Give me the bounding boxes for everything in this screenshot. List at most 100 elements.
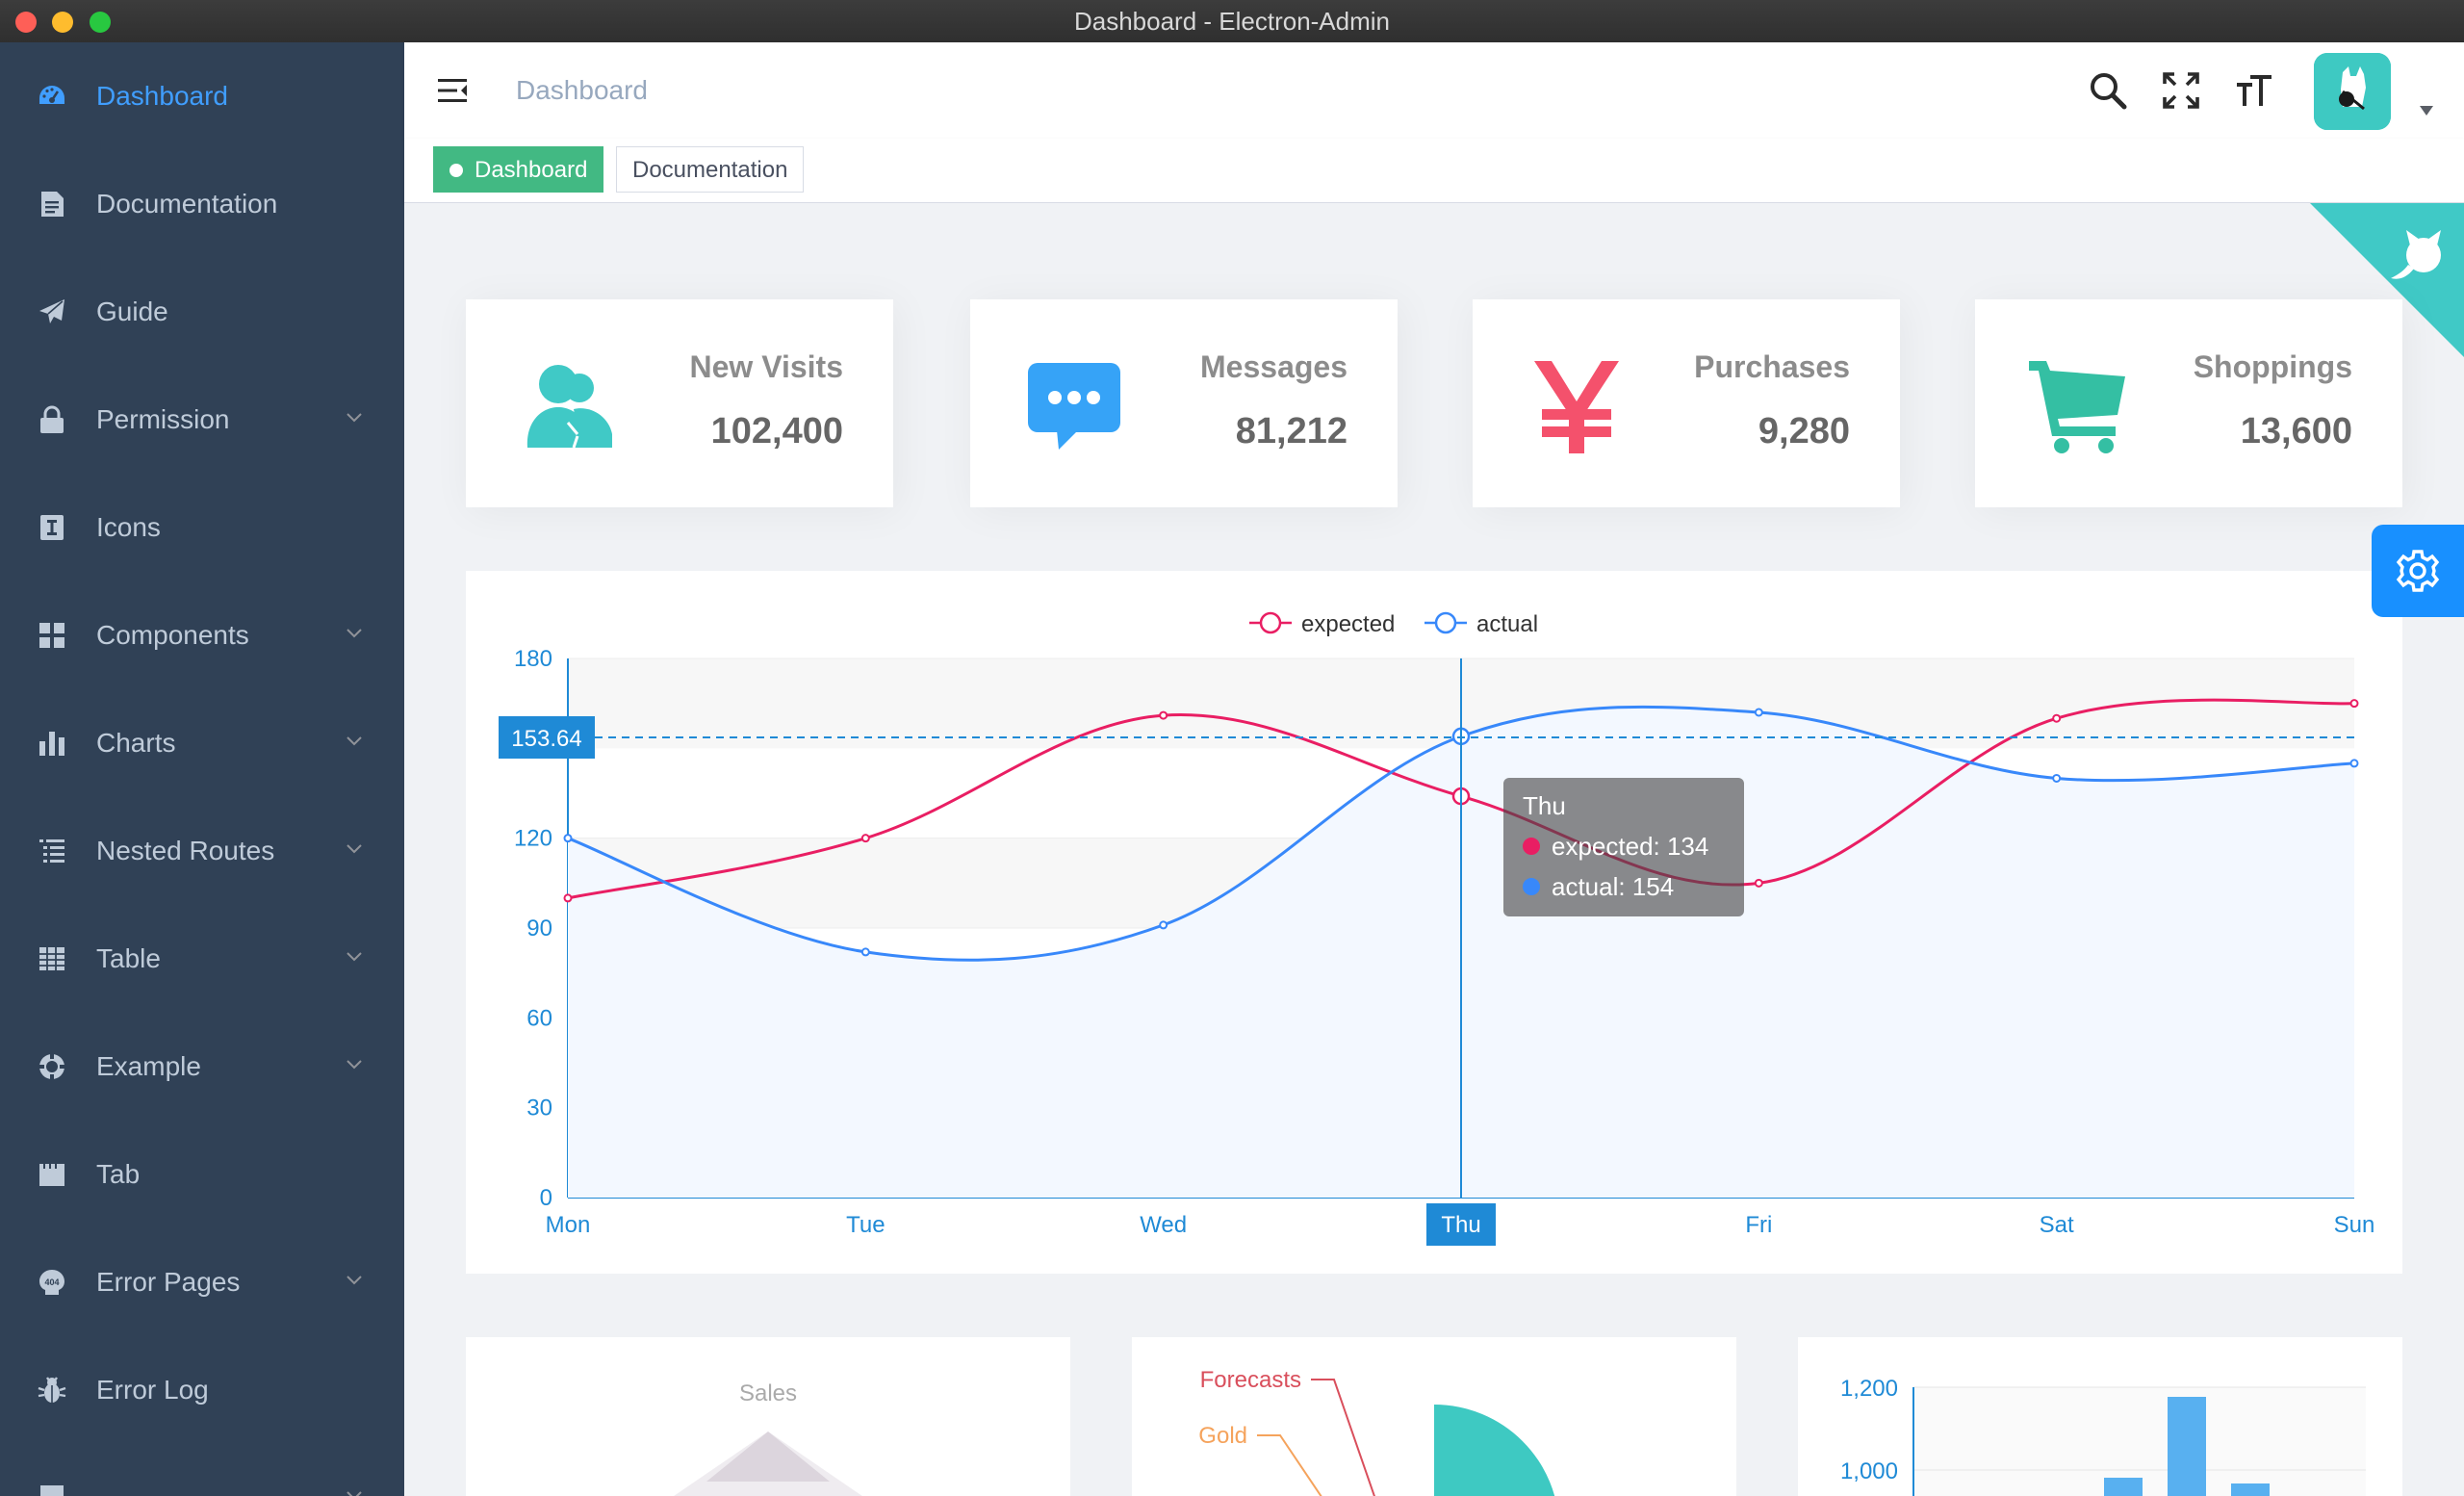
- y-tick-label: 180: [514, 646, 552, 672]
- card-value: 102,400: [710, 411, 843, 451]
- sidebar-item-components[interactable]: Components: [0, 581, 404, 689]
- window-maximize-button[interactable]: [90, 12, 111, 33]
- tooltip-title: Thu: [1523, 791, 1566, 820]
- tag-documentation[interactable]: Documentation: [616, 146, 805, 193]
- line-chart[interactable]: 0 30 60 90 120 180 Mon Tue Wed Fri Sat Sun 153.64 Thu…: [466, 571, 2402, 1274]
- sidebar: Dashboard Documentation Guide Permission…: [0, 42, 404, 1496]
- tag-dashboard[interactable]: Dashboard: [433, 146, 604, 193]
- sidebar-item-charts[interactable]: Charts: [0, 689, 404, 797]
- card-messages[interactable]: Messages 81,212: [970, 299, 1398, 507]
- sidebar-item-nested-routes[interactable]: Nested Routes: [0, 797, 404, 905]
- radar-chart-panel: Sales: [466, 1337, 1070, 1496]
- sidebar-item-label: Tab: [96, 1159, 141, 1189]
- sidebar-item-documentation[interactable]: Documentation: [0, 150, 404, 258]
- data-point-expected: [563, 893, 573, 903]
- sidebar-item-label: Error Pages: [96, 1267, 241, 1297]
- x-tick-label: Fri: [1745, 1212, 1772, 1238]
- tab-icon: [37, 1159, 67, 1190]
- data-point-expected: [860, 834, 870, 843]
- radar-title: Sales: [739, 1380, 797, 1406]
- bar-tick-label: 1,000: [1840, 1458, 1898, 1484]
- y-tick-label: 90: [526, 916, 552, 941]
- card-title: Purchases: [1694, 349, 1850, 384]
- card-title: New Visits: [689, 349, 843, 384]
- bar: [2168, 1397, 2206, 1496]
- window-minimize-button[interactable]: [52, 12, 73, 33]
- money-icon: [1527, 355, 1627, 455]
- sidebar-item-guide[interactable]: Guide: [0, 258, 404, 366]
- card-new-visits[interactable]: New Visits 102,400: [466, 299, 893, 507]
- sidebar-item-permission[interactable]: Permission: [0, 366, 404, 474]
- data-point-expected: [1159, 710, 1168, 720]
- tooltip-line: actual: 154: [1552, 872, 1674, 901]
- crosshair-x-badge: [1426, 1203, 1496, 1246]
- card-shoppings[interactable]: Shoppings 13,600: [1975, 299, 2402, 507]
- components-icon: [37, 620, 67, 651]
- guide-icon: [37, 297, 67, 327]
- sidebar-item-label: Error Log: [96, 1375, 209, 1405]
- chevron-down-icon: [346, 952, 362, 962]
- data-point-actual: [2052, 773, 2062, 783]
- shopping-icon: [2029, 355, 2129, 455]
- data-point-actual: [1754, 708, 1763, 717]
- chevron-down-icon: [346, 844, 362, 854]
- y-tick-label: 30: [526, 1096, 552, 1122]
- charts-icon: [37, 728, 67, 759]
- font-size-icon[interactable]: [2233, 69, 2275, 112]
- sidebar-item-label: Documentation: [96, 189, 278, 219]
- caret-down-icon[interactable]: [2418, 104, 2435, 117]
- sidebar-item-error-log[interactable]: Error Log: [0, 1336, 404, 1444]
- settings-button[interactable]: [2372, 525, 2464, 617]
- chevron-down-icon: [346, 413, 362, 423]
- pie-chart-panel: Forecasts Gold: [1132, 1337, 1736, 1496]
- dashboard-main: New Visits 102,400 Messages 81,212 Purch…: [404, 203, 2464, 1496]
- svg-text:404: 404: [44, 1277, 59, 1287]
- search-icon[interactable]: [2087, 69, 2129, 112]
- y-tick-label: 0: [540, 1185, 552, 1211]
- sidebar-item-error-pages[interactable]: 404 Error Pages: [0, 1228, 404, 1336]
- sidebar-item-icons[interactable]: Icons: [0, 474, 404, 581]
- bar-chart[interactable]: 1,200 1,000: [1798, 1337, 2402, 1496]
- sidebar-item-label: Icons: [96, 512, 161, 542]
- bar: [2104, 1478, 2143, 1496]
- tooltip-box: [1503, 778, 1744, 917]
- pie-slice: [1434, 1405, 1555, 1496]
- sidebar-item-label: Guide: [96, 297, 168, 326]
- data-point-actual: [860, 947, 870, 957]
- pie-leader-gold: [1257, 1434, 1322, 1496]
- breadcrumb: Dashboard: [516, 75, 648, 105]
- crosshair-y-label: 153.64: [511, 726, 581, 752]
- sidebar-item-table[interactable]: Table: [0, 905, 404, 1013]
- data-point-expected: [1754, 878, 1763, 888]
- data-point-expected: [2349, 699, 2359, 709]
- card-value: 9,280: [1758, 411, 1850, 451]
- pie-chart[interactable]: Forecasts Gold: [1132, 1337, 1736, 1496]
- tooltip-dot: [1523, 838, 1540, 856]
- pie-leader-forecasts: [1311, 1379, 1375, 1496]
- legend-label: expected: [1301, 611, 1395, 637]
- chevron-down-icon: [346, 1491, 362, 1496]
- card-purchases[interactable]: Purchases 9,280: [1473, 299, 1900, 507]
- sidebar-item-label: Components: [96, 620, 249, 650]
- x-tick-label: Tue: [846, 1212, 885, 1238]
- github-corner-icon[interactable]: [2310, 203, 2464, 357]
- avatar[interactable]: [2314, 53, 2391, 130]
- sidebar-item-dashboard[interactable]: Dashboard: [0, 42, 404, 150]
- window-close-button[interactable]: [15, 12, 37, 33]
- bar-tick-label: 1,200: [1840, 1376, 1898, 1402]
- y-tick-label: 120: [514, 826, 552, 852]
- peoples-icon: [520, 355, 620, 455]
- sidebar-item-tab[interactable]: Tab: [0, 1121, 404, 1228]
- sidebar-item-partial[interactable]: [0, 1444, 404, 1496]
- radar-chart[interactable]: Sales: [466, 1337, 1070, 1496]
- sidebar-item-label: Table: [96, 943, 161, 973]
- bug-icon: [37, 1375, 67, 1406]
- sidebar-item-example[interactable]: Example: [0, 1013, 404, 1121]
- lock-icon: [37, 404, 67, 435]
- example-icon: [37, 1051, 67, 1082]
- fullscreen-icon[interactable]: [2160, 69, 2202, 112]
- card-title: Shoppings: [2193, 349, 2352, 384]
- legend-label: actual: [1476, 611, 1538, 637]
- sidebar-item-label: Permission: [96, 404, 230, 434]
- hamburger-icon[interactable]: [435, 73, 470, 108]
